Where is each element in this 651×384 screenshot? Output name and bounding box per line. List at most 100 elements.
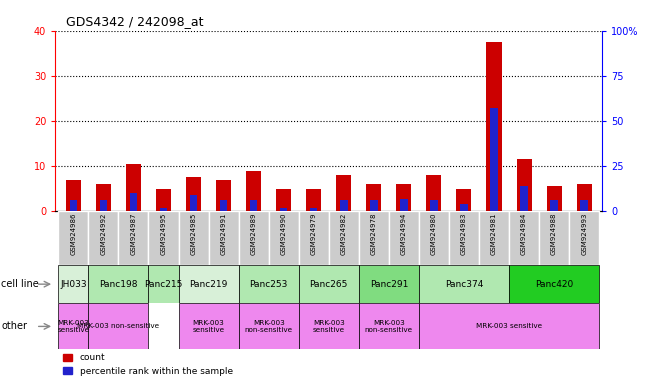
Bar: [547, 186, 562, 211]
Text: GSM924988: GSM924988: [551, 213, 557, 255]
Bar: [126, 164, 141, 211]
Bar: [178, 303, 239, 349]
Bar: [148, 265, 178, 303]
Bar: [89, 265, 148, 303]
Text: Panc215: Panc215: [145, 280, 183, 289]
Bar: [148, 211, 178, 265]
Text: MRK-003 sensitive: MRK-003 sensitive: [476, 323, 542, 329]
Bar: [239, 211, 269, 265]
Bar: [479, 211, 509, 265]
Bar: [396, 184, 411, 211]
Bar: [539, 211, 569, 265]
Bar: [190, 195, 197, 211]
Bar: [220, 200, 227, 211]
Text: GSM924984: GSM924984: [521, 213, 527, 255]
Bar: [186, 177, 201, 211]
Bar: [250, 200, 257, 211]
Bar: [208, 211, 239, 265]
Bar: [59, 265, 89, 303]
Text: Panc291: Panc291: [370, 280, 408, 289]
Bar: [246, 170, 261, 211]
Bar: [509, 265, 599, 303]
Text: GSM924995: GSM924995: [161, 213, 167, 255]
Bar: [130, 193, 137, 211]
Text: GSM924993: GSM924993: [581, 213, 587, 255]
Bar: [370, 200, 378, 211]
Bar: [400, 199, 408, 211]
Text: GSM924985: GSM924985: [191, 213, 197, 255]
Bar: [276, 189, 291, 211]
Text: GSM924986: GSM924986: [70, 213, 76, 255]
Text: other: other: [1, 321, 27, 331]
Bar: [367, 184, 381, 211]
Text: GSM924991: GSM924991: [221, 213, 227, 255]
Bar: [239, 303, 299, 349]
Text: Panc265: Panc265: [310, 280, 348, 289]
Bar: [156, 189, 171, 211]
Text: GSM924981: GSM924981: [491, 213, 497, 255]
Text: MRK-003
sensitive: MRK-003 sensitive: [57, 320, 89, 333]
Text: GSM924980: GSM924980: [431, 213, 437, 255]
Text: Panc253: Panc253: [249, 280, 288, 289]
Bar: [299, 265, 359, 303]
Bar: [118, 211, 148, 265]
Text: Panc420: Panc420: [535, 280, 574, 289]
Bar: [70, 200, 77, 211]
Bar: [89, 303, 148, 349]
Bar: [178, 265, 239, 303]
Text: GSM924990: GSM924990: [281, 213, 286, 255]
Bar: [449, 211, 479, 265]
Bar: [419, 303, 599, 349]
Bar: [89, 211, 118, 265]
Bar: [100, 200, 107, 211]
Bar: [359, 211, 389, 265]
Text: GSM924983: GSM924983: [461, 213, 467, 255]
Bar: [486, 42, 501, 211]
Text: Panc374: Panc374: [445, 280, 483, 289]
Bar: [520, 186, 528, 211]
Text: JH033: JH033: [60, 280, 87, 289]
Bar: [329, 211, 359, 265]
Text: GSM924992: GSM924992: [100, 213, 106, 255]
Bar: [59, 303, 89, 349]
Text: GSM924982: GSM924982: [340, 213, 347, 255]
Bar: [426, 175, 441, 211]
Bar: [66, 180, 81, 211]
Bar: [581, 200, 588, 211]
Bar: [280, 208, 288, 211]
Bar: [269, 211, 299, 265]
Bar: [337, 175, 352, 211]
Bar: [550, 200, 558, 211]
Text: Panc219: Panc219: [189, 280, 228, 289]
Bar: [577, 184, 592, 211]
Bar: [359, 303, 419, 349]
Bar: [310, 208, 318, 211]
Bar: [419, 265, 509, 303]
Text: GSM924979: GSM924979: [311, 213, 317, 255]
Text: Panc198: Panc198: [99, 280, 137, 289]
Bar: [389, 211, 419, 265]
Text: GSM924987: GSM924987: [130, 213, 137, 255]
Bar: [216, 180, 231, 211]
Text: GSM924994: GSM924994: [401, 213, 407, 255]
Text: GDS4342 / 242098_at: GDS4342 / 242098_at: [66, 15, 204, 28]
Bar: [456, 189, 471, 211]
Bar: [430, 200, 437, 211]
Bar: [340, 200, 348, 211]
Bar: [159, 208, 167, 211]
Bar: [516, 159, 532, 211]
Bar: [96, 184, 111, 211]
Legend: count, percentile rank within the sample: count, percentile rank within the sample: [60, 350, 236, 379]
Bar: [359, 265, 419, 303]
Bar: [419, 211, 449, 265]
Bar: [299, 303, 359, 349]
Bar: [569, 211, 599, 265]
Text: GSM924989: GSM924989: [251, 213, 256, 255]
Bar: [490, 108, 498, 211]
Bar: [178, 211, 208, 265]
Bar: [460, 204, 467, 211]
Bar: [59, 211, 89, 265]
Bar: [299, 211, 329, 265]
Text: GSM924978: GSM924978: [371, 213, 377, 255]
Text: cell line: cell line: [1, 279, 39, 289]
